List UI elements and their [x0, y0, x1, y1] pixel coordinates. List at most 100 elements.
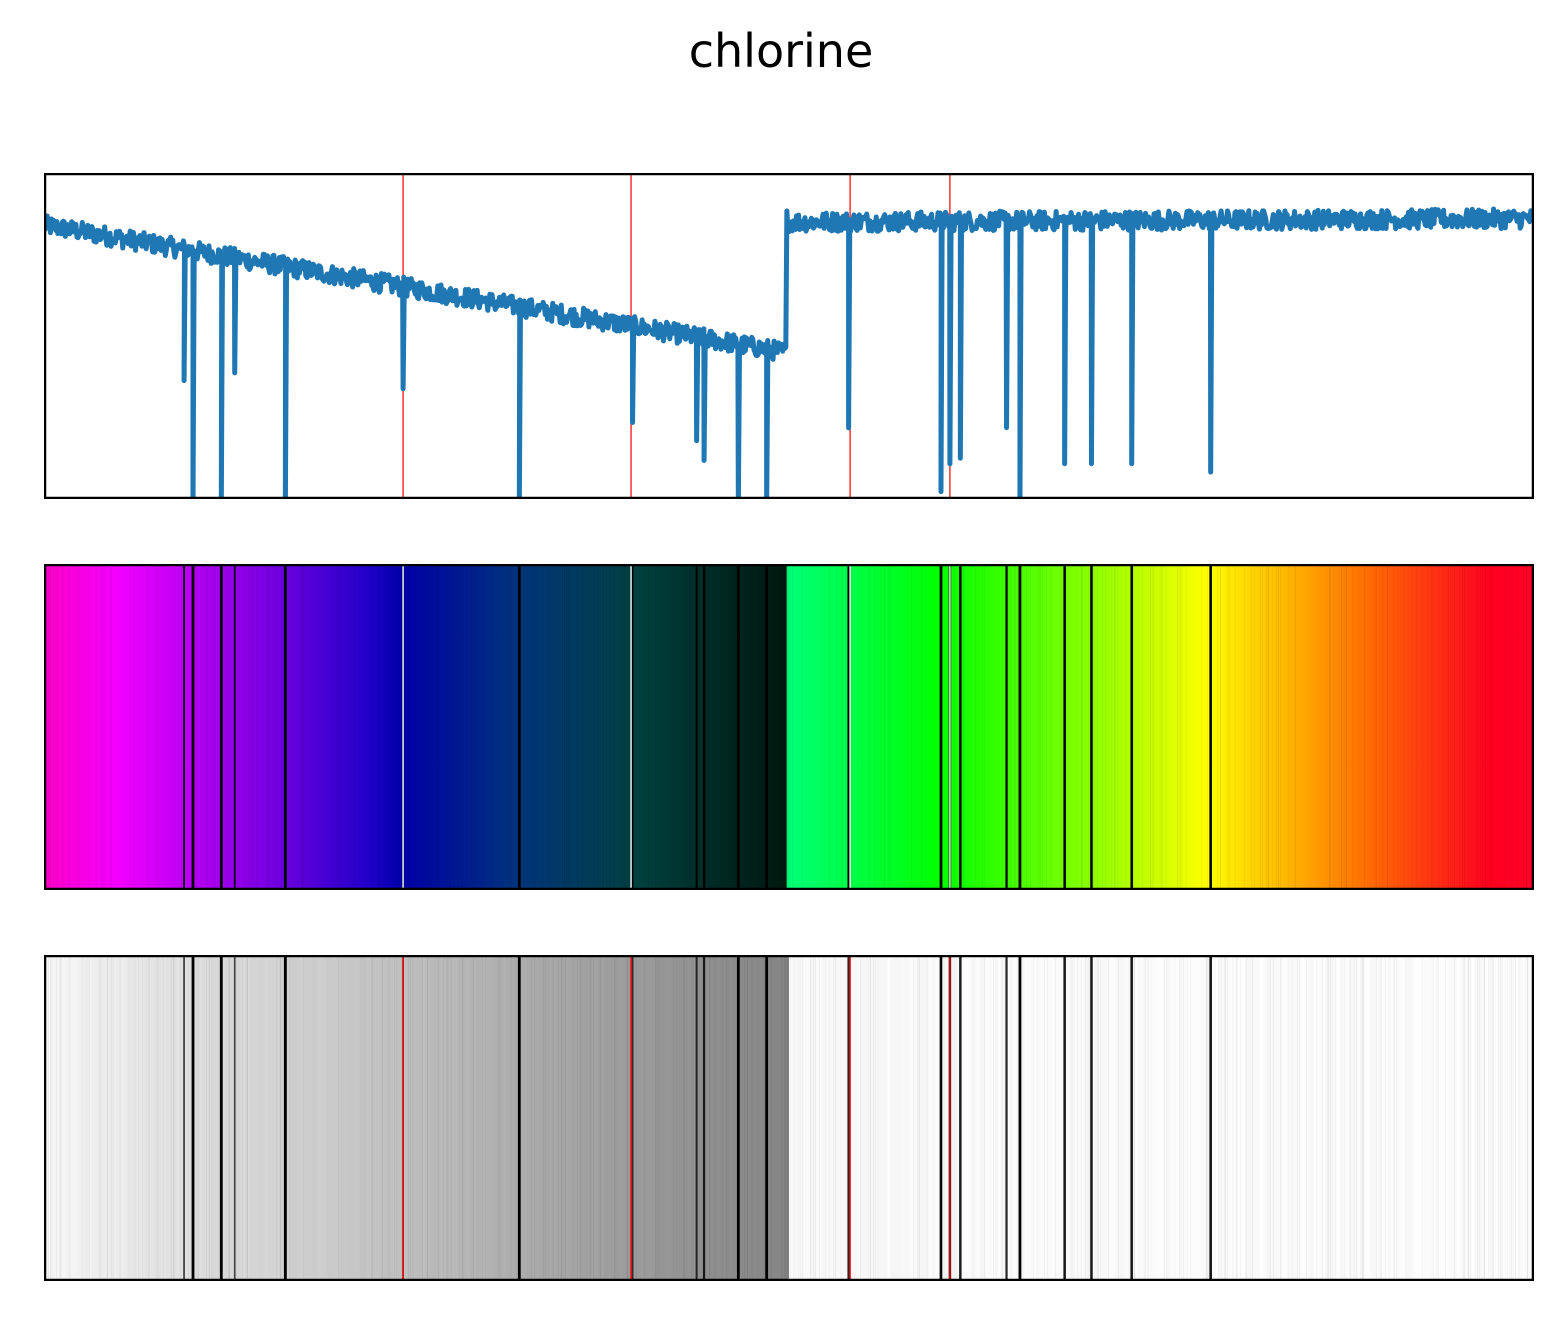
intensity-column — [738, 955, 742, 1281]
intensity-column — [642, 955, 647, 1281]
intensity-column — [1519, 955, 1523, 1281]
intensity-column — [803, 955, 808, 1281]
intensity-column — [350, 955, 355, 1281]
spectrum-line-plot — [44, 173, 1534, 499]
intensity-column — [571, 955, 576, 1281]
intensity-column — [505, 955, 510, 1281]
spectrum-trace-line — [44, 206, 1534, 499]
intensity-column — [800, 955, 805, 1281]
intensity-column — [553, 955, 558, 1281]
intensity-column — [985, 955, 990, 1281]
intensity-column — [1230, 955, 1234, 1281]
intensity-column — [1268, 955, 1273, 1281]
intensity-column — [729, 955, 733, 1281]
intensity-column — [1408, 955, 1413, 1281]
intensity-column — [201, 955, 206, 1281]
intensity-column — [896, 955, 900, 1281]
intensity-column — [225, 955, 230, 1281]
intensity-column — [1137, 955, 1142, 1281]
intensity-column — [118, 955, 123, 1281]
intensity-column — [929, 955, 933, 1281]
intensity-column — [663, 955, 668, 1281]
intensity-column — [1334, 955, 1338, 1281]
intensity-column — [1385, 955, 1389, 1281]
intensity-column — [756, 955, 760, 1281]
intensity-column — [312, 955, 316, 1281]
intensity-column — [470, 955, 474, 1281]
intensity-column — [1221, 955, 1225, 1281]
intensity-column — [434, 955, 438, 1281]
intensity-column — [982, 955, 987, 1281]
intensity-column — [73, 955, 78, 1281]
intensity-column — [809, 955, 814, 1281]
intensity-column — [759, 955, 763, 1281]
intensity-column — [115, 955, 120, 1281]
intensity-column — [443, 955, 447, 1281]
intensity-column — [1477, 955, 1481, 1281]
intensity-column — [1140, 955, 1145, 1281]
intensity-column — [598, 955, 602, 1281]
intensity-column — [952, 955, 957, 1281]
intensity-column — [1507, 955, 1511, 1281]
intensity-column — [464, 955, 468, 1281]
intensity-column — [1522, 955, 1526, 1281]
grayscale-spectrum-strip — [44, 955, 1534, 1281]
intensity-column — [491, 955, 495, 1281]
intensity-column — [1057, 955, 1061, 1281]
intensity-column — [687, 955, 692, 1281]
intensity-column — [172, 955, 176, 1281]
intensity-column — [377, 955, 382, 1281]
intensity-column — [1382, 955, 1386, 1281]
intensity-column — [789, 955, 793, 1281]
intensity-column — [1045, 955, 1049, 1281]
intensity-column — [1280, 955, 1285, 1281]
intensity-column — [258, 955, 263, 1281]
intensity-column — [845, 955, 850, 1281]
intensity-column — [887, 955, 891, 1281]
intensity-column — [386, 955, 391, 1281]
intensity-column — [693, 955, 698, 1281]
intensity-column — [1238, 955, 1243, 1281]
intensity-column — [1215, 955, 1219, 1281]
intensity-column — [1054, 955, 1058, 1281]
intensity-column — [103, 955, 108, 1281]
intensity-column — [747, 955, 751, 1281]
intensity-column — [762, 955, 766, 1281]
intensity-column — [347, 955, 352, 1281]
intensity-column — [142, 955, 146, 1281]
intensity-column — [264, 955, 269, 1281]
intensity-column — [309, 955, 313, 1281]
intensity-column — [917, 955, 921, 1281]
intensity-column — [562, 955, 567, 1281]
intensity-column — [574, 955, 579, 1281]
intensity-column — [1104, 955, 1109, 1281]
intensity-column — [815, 955, 820, 1281]
intensity-column — [169, 955, 173, 1281]
intensity-column — [634, 955, 638, 1281]
intensity-column — [461, 955, 465, 1281]
intensity-column — [613, 955, 617, 1281]
intensity-column — [878, 955, 882, 1281]
intensity-column — [1048, 955, 1052, 1281]
intensity-column — [1337, 955, 1341, 1281]
intensity-column — [273, 955, 278, 1281]
intensity-column — [55, 955, 60, 1281]
intensity-column — [1244, 955, 1249, 1281]
intensity-column — [520, 955, 525, 1281]
intensity-column — [184, 955, 188, 1281]
intensity-column — [294, 955, 298, 1281]
intensity-column — [699, 955, 704, 1281]
intensity-column — [905, 955, 909, 1281]
intensity-column — [476, 955, 480, 1281]
figure-title: chlorine — [688, 24, 874, 78]
intensity-column — [419, 955, 424, 1281]
intensity-column — [690, 955, 695, 1281]
intensity-column — [163, 955, 167, 1281]
intensity-column — [1286, 955, 1291, 1281]
intensity-column — [154, 955, 158, 1281]
intensity-column — [121, 955, 126, 1281]
intensity-column — [193, 955, 197, 1281]
intensity-column — [550, 955, 555, 1281]
intensity-column — [711, 955, 716, 1281]
intensity-column — [893, 955, 897, 1281]
